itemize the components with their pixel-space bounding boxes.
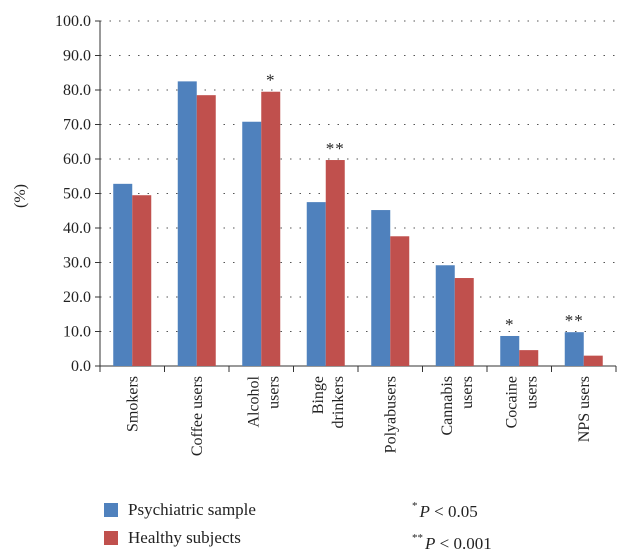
note-text-2: < 0.001 (439, 534, 492, 553)
significance-notes: * P < 0.05 ** P < 0.001 (412, 496, 492, 560)
category-label-line: users (523, 376, 540, 409)
bar-psychiatric (564, 332, 584, 366)
bar-healthy (390, 236, 410, 366)
significance-marker: ** (565, 311, 584, 330)
legend-swatch-psychiatric (104, 503, 118, 517)
y-tick-label: 80.0 (63, 82, 91, 99)
category-label-line: users (459, 376, 476, 409)
category-label-line: drinkers (330, 376, 347, 428)
note-symbol-1: P (419, 502, 430, 521)
y-tick-label: 40.0 (63, 220, 91, 237)
category-label: Smokers (124, 376, 141, 432)
y-tick-label: 30.0 (63, 255, 91, 272)
category-label-line: Smokers (124, 376, 141, 432)
category-label: Alcohol users (245, 375, 282, 427)
bar-psychiatric (500, 335, 520, 366)
category-label-line: Cannabis (439, 376, 456, 436)
note-marker-2: ** (412, 532, 423, 544)
category-label-line: Cocaine (503, 376, 520, 428)
significance-marker: ** (326, 139, 345, 158)
category-label: Coffee users (189, 376, 206, 456)
legend-item-psychiatric: Psychiatric sample (104, 496, 256, 524)
category-label-line: Coffee users (189, 376, 206, 456)
category-label-line: NPS users (576, 376, 593, 442)
note-row-2: ** P < 0.001 (412, 528, 492, 560)
category-label: NPS users (576, 376, 593, 442)
y-tick-label: 0.0 (71, 358, 91, 375)
legend-label-psychiatric: Psychiatric sample (128, 500, 256, 519)
category-label: Cocaine users (503, 376, 540, 428)
bar-psychiatric (242, 121, 262, 367)
category-label-line: Polyabusers (382, 376, 399, 453)
category-label-line: Binge (310, 376, 327, 414)
y-tick-label: 10.0 (63, 324, 91, 341)
note-row-1: * P < 0.05 (412, 496, 492, 528)
chart: 0.0 10.0 20.0 30.0 40.0 50.0 60.0 70.0 80.0 90.0 1… (12, 13, 617, 456)
bar-psychiatric (371, 210, 391, 366)
bar-chart: 0.0 10.0 20.0 30.0 40.0 50.0 60.0 70.0 80.0 90.0 1… (12, 13, 617, 456)
category-label-line: Alcohol (245, 375, 262, 427)
note-symbol-2: P (425, 534, 436, 553)
bar-psychiatric (435, 265, 455, 366)
bar-psychiatric (306, 202, 326, 366)
category-label-line: users (265, 376, 282, 409)
category-label: Polyabusers (382, 376, 399, 453)
bar-healthy (261, 91, 281, 366)
bar-healthy (325, 160, 345, 366)
bar-healthy (519, 350, 539, 366)
y-tick-label: 70.0 (63, 117, 91, 134)
legend-item-healthy: Healthy subjects (104, 524, 256, 552)
y-tick-label: 20.0 (63, 289, 91, 306)
significance-marker: * (266, 71, 276, 90)
note-marker-1: * (412, 500, 418, 512)
legend-swatch-healthy (104, 531, 118, 545)
y-tick-label: 90.0 (63, 48, 91, 65)
category-label: Binge drinkers (310, 376, 347, 428)
legend-label-healthy: Healthy subjects (128, 528, 241, 547)
y-axis-title: (%) (12, 184, 29, 208)
bar-healthy (196, 95, 216, 367)
note-text-1: < 0.05 (434, 502, 478, 521)
category-label: Cannabis users (439, 376, 476, 436)
bar-healthy (583, 355, 603, 366)
bar-healthy (454, 278, 474, 366)
bar-healthy (132, 195, 152, 366)
significance-marker: * (505, 315, 515, 334)
y-tick-label: 60.0 (63, 151, 91, 168)
bar-psychiatric (177, 81, 197, 366)
legend: Psychiatric sample Healthy subjects (104, 496, 256, 552)
bar-psychiatric (113, 183, 133, 366)
y-tick-label: 50.0 (63, 186, 91, 203)
y-tick-label: 100.0 (55, 13, 91, 30)
